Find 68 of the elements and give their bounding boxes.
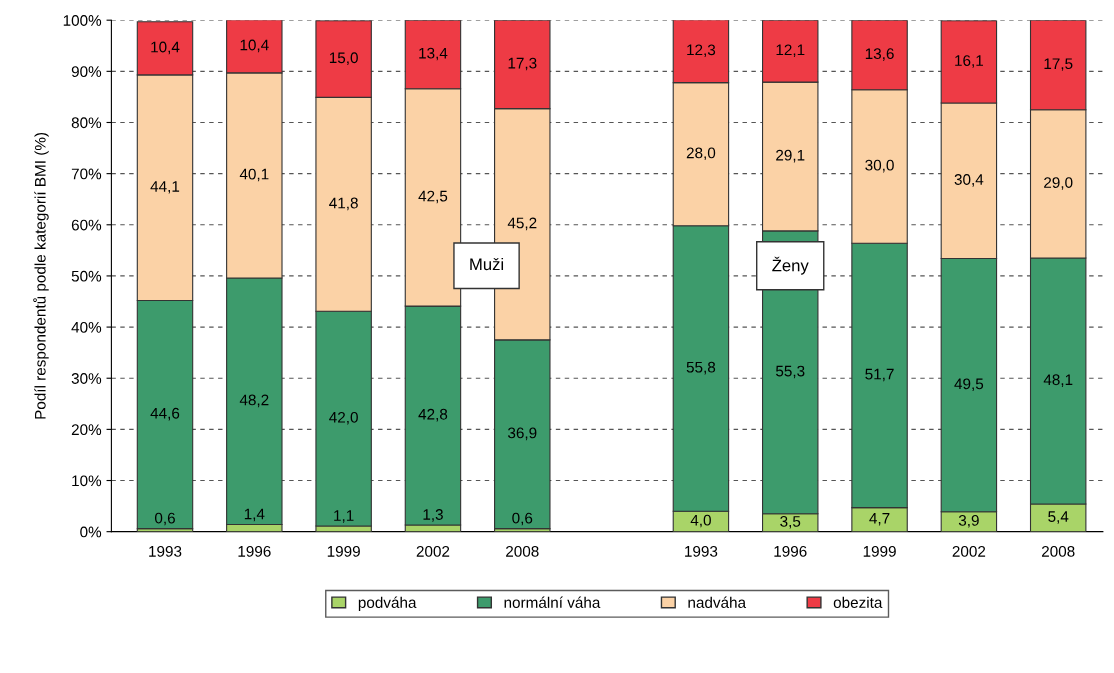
legend-label: obezita bbox=[833, 596, 883, 608]
y-tick-label: 70% bbox=[71, 168, 102, 180]
data-label: 1,3 bbox=[423, 509, 443, 522]
data-label: 42,8 bbox=[418, 408, 448, 422]
legend-label: normální váha bbox=[504, 596, 601, 608]
data-label: 1,4 bbox=[244, 508, 265, 522]
data-label: 28,0 bbox=[686, 147, 716, 161]
annotation: Ženy bbox=[772, 256, 809, 275]
data-label: 41,8 bbox=[329, 197, 358, 211]
data-label: 10,4 bbox=[240, 39, 269, 53]
data-label: 15,0 bbox=[329, 52, 358, 65]
y-tick-label: 50% bbox=[71, 270, 102, 282]
data-label: 13,6 bbox=[865, 48, 894, 61]
data-label: 3,9 bbox=[958, 514, 979, 528]
legend-label: podváha bbox=[358, 596, 417, 611]
data-label: 12,1 bbox=[776, 44, 805, 58]
x-tick-label: 2002 bbox=[952, 545, 986, 557]
x-tick-label: 1999 bbox=[863, 545, 896, 557]
x-tick-label: 1993 bbox=[685, 545, 718, 557]
x-tick-label: 2002 bbox=[416, 545, 450, 557]
data-label: 55,3 bbox=[775, 365, 805, 379]
data-label: 10,4 bbox=[151, 41, 180, 55]
y-tick-label: 80% bbox=[71, 117, 102, 129]
y-tick-label: 60% bbox=[71, 219, 102, 231]
y-tick-label: 30% bbox=[71, 373, 102, 384]
data-label: 29,0 bbox=[1044, 177, 1073, 190]
x-tick-label: 1996 bbox=[238, 545, 271, 557]
data-label: 13,4 bbox=[419, 47, 448, 61]
y-tick-label: 90% bbox=[71, 66, 102, 78]
data-label: 44,6 bbox=[150, 407, 180, 421]
y-tick-label: 0% bbox=[80, 526, 102, 538]
y-tick-label: 20% bbox=[71, 424, 102, 436]
data-label: 0,6 bbox=[154, 512, 175, 526]
data-label: 51,7 bbox=[865, 368, 894, 382]
y-tick-label: 10% bbox=[72, 475, 102, 487]
data-label: 30,0 bbox=[865, 159, 894, 173]
annotation: Muži bbox=[470, 257, 504, 271]
data-label: 0,6 bbox=[512, 512, 533, 526]
x-tick-label: 2008 bbox=[1041, 545, 1075, 557]
data-label: 1,1 bbox=[334, 510, 354, 523]
data-label: 3,5 bbox=[780, 516, 801, 529]
data-label: 17,3 bbox=[508, 57, 537, 71]
data-label: 16,1 bbox=[955, 55, 983, 68]
y-tick-label: 40% bbox=[71, 321, 102, 333]
data-label: 29,1 bbox=[776, 149, 805, 163]
data-label: 48,2 bbox=[239, 394, 269, 408]
data-label: 12,3 bbox=[687, 44, 716, 58]
data-label: 48,1 bbox=[1043, 374, 1073, 387]
data-label: 36,9 bbox=[507, 427, 537, 441]
legend-label: nadváha bbox=[688, 596, 747, 608]
x-tick-label: 1996 bbox=[774, 545, 807, 557]
data-label: 4,7 bbox=[869, 513, 890, 526]
y-axis-title: Podíl respondentů podle kategorií BMI (%) bbox=[33, 132, 49, 419]
x-tick-label: 1999 bbox=[327, 545, 360, 557]
data-label: 42,5 bbox=[418, 190, 448, 204]
data-label: 40,1 bbox=[239, 168, 269, 182]
data-label: 30,4 bbox=[954, 174, 984, 187]
data-label: 4,0 bbox=[690, 514, 711, 528]
data-label: 49,5 bbox=[954, 378, 984, 392]
data-label: 45,2 bbox=[507, 217, 537, 231]
x-tick-label: 2008 bbox=[506, 545, 539, 557]
data-label: 17,5 bbox=[1044, 58, 1073, 71]
data-label: 55,8 bbox=[686, 361, 716, 375]
data-label: 44,1 bbox=[150, 181, 180, 194]
data-label: 42,0 bbox=[329, 411, 358, 425]
data-label: 5,4 bbox=[1048, 511, 1069, 524]
x-tick-label: 1993 bbox=[149, 545, 182, 557]
y-tick-label: 100% bbox=[63, 15, 102, 26]
